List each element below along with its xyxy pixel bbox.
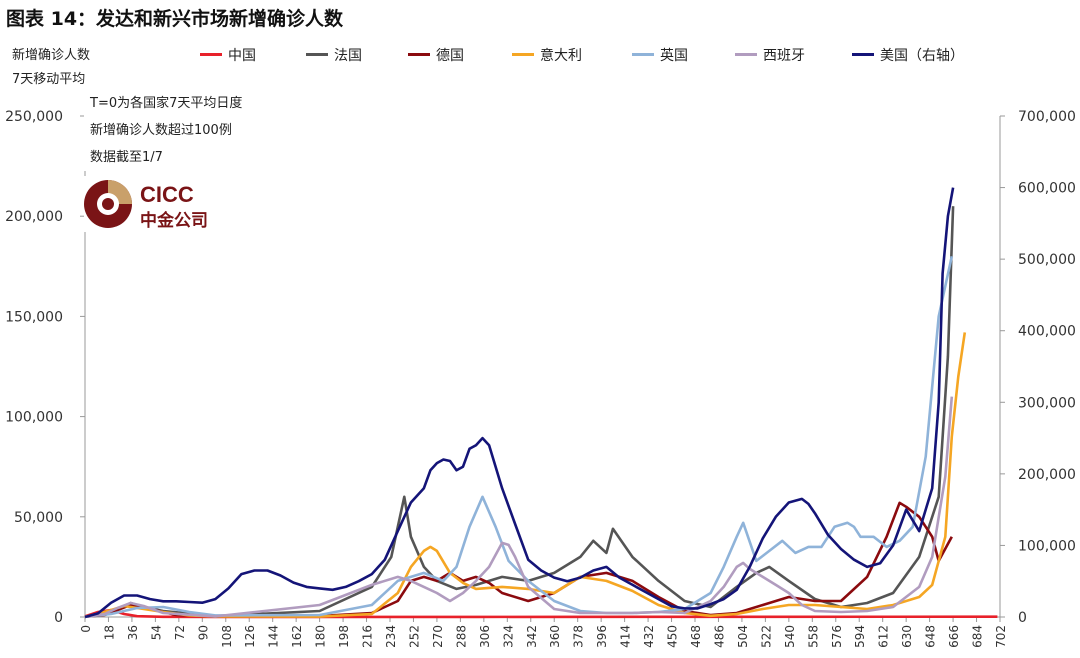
series-line-spain [84, 396, 954, 619]
x-tick-label: 612 [877, 625, 891, 648]
left-axis-label-1: 新增确诊人数 [12, 48, 91, 63]
y-tick-label-left: 250,000 [5, 109, 63, 125]
x-tick-label: 432 [642, 625, 656, 648]
legend: 中国 法国 德国 意大利 英国 西班牙 美国（右轴） [200, 44, 1000, 66]
y-tick-label-right: 300,000 [1018, 395, 1076, 411]
series-line-usa [84, 187, 955, 619]
x-tick-label: 540 [783, 625, 797, 648]
legend-label-france: 法国 [334, 48, 362, 64]
y-tick-label-right: 400,000 [1018, 324, 1076, 340]
x-tick-label: 72 [173, 625, 187, 640]
x-tick-label: 486 [712, 625, 726, 648]
x-tick-label: 414 [619, 625, 633, 648]
x-tick-label: 594 [853, 625, 867, 648]
chart-title: 图表 14：发达和新兴市场新增确诊人数 [6, 8, 344, 30]
cicc-logo-text-cn: 中金公司 [140, 210, 208, 231]
y-tick-label-right: 700,000 [1018, 109, 1076, 125]
x-tick-label: 54 [149, 625, 163, 640]
x-tick-label: 18 [102, 625, 116, 640]
legend-label-usa: 美国（右轴） [880, 48, 964, 64]
annotation-line-3: 数据截至1/7 [90, 150, 163, 165]
left-axis-label-2: 7天移动平均 [12, 72, 86, 87]
y-tick-label-left: 150,000 [5, 309, 63, 325]
y-tick-label-right: 200,000 [1018, 467, 1076, 483]
x-tick-label: 378 [572, 625, 586, 648]
series-line-france [84, 206, 955, 619]
y-tick-label-right: 100,000 [1018, 538, 1076, 554]
legend-label-italy: 意大利 [540, 48, 582, 64]
cicc-logo-text-en: CICC [140, 182, 194, 207]
x-tick-label: 702 [994, 625, 1008, 648]
annotation-box: T=0为各国家7天平均日度 新增确诊人数超过100例 数据截至1/7 [84, 90, 249, 171]
series-line-italy [84, 332, 967, 619]
cicc-logo: CICC 中金公司 [84, 176, 224, 232]
x-tick-label: 324 [501, 625, 515, 648]
x-tick-label: 684 [971, 625, 985, 648]
x-tick-label: 198 [337, 625, 351, 648]
x-tick-label: 270 [431, 625, 445, 648]
legend-swatch-france [306, 53, 328, 56]
legend-swatch-usa [852, 53, 874, 56]
x-tick-label: 180 [314, 625, 328, 648]
x-tick-label: 666 [947, 625, 961, 648]
x-tick-label: 504 [736, 625, 750, 648]
y-tick-label-left: 0 [54, 610, 63, 626]
x-tick-label: 522 [759, 625, 773, 648]
y-tick-label-left: 100,000 [5, 410, 63, 426]
x-tick-label: 144 [267, 625, 281, 648]
y-tick-label-right: 500,000 [1018, 252, 1076, 268]
x-tick-label: 234 [384, 625, 398, 648]
y-tick-label-left: 200,000 [5, 209, 63, 225]
x-tick-label: 342 [525, 625, 539, 648]
x-tick-label: 162 [290, 625, 304, 648]
x-tick-label: 216 [361, 625, 375, 648]
y-tick-label-left: 50,000 [14, 510, 63, 526]
x-tick-label: 306 [478, 625, 492, 648]
legend-label-spain: 西班牙 [763, 48, 805, 64]
x-tick-label: 450 [666, 625, 680, 648]
x-tick-label: 0 [79, 625, 93, 633]
x-tick-label: 648 [924, 625, 938, 648]
legend-label-uk: 英国 [660, 48, 688, 64]
x-tick-label: 36 [126, 625, 140, 640]
cicc-logo-mark: CICC 中金公司 [84, 180, 208, 231]
x-tick-label: 288 [454, 625, 468, 648]
x-tick-label: 630 [900, 625, 914, 648]
x-tick-label: 360 [548, 625, 562, 648]
y-tick-label-right: 600,000 [1018, 181, 1076, 197]
x-tick-label: 576 [830, 625, 844, 648]
annotation-line-2: 新增确诊人数超过100例 [90, 123, 232, 138]
legend-label-germany: 德国 [436, 48, 464, 64]
y-tick-label-right: 0 [1018, 610, 1027, 626]
legend-label-china: 中国 [228, 48, 256, 64]
legend-swatch-germany [408, 53, 430, 56]
x-tick-label: 396 [595, 625, 609, 648]
series-line-uk [84, 256, 954, 619]
x-tick-label: 252 [407, 625, 421, 648]
legend-swatch-uk [632, 53, 654, 56]
x-tick-label: 90 [196, 625, 210, 640]
legend-swatch-spain [735, 53, 757, 56]
legend-swatch-china [200, 53, 222, 56]
x-tick-label: 126 [243, 625, 257, 648]
x-tick-label: 468 [689, 625, 703, 648]
annotation-line-1: T=0为各国家7天平均日度 [90, 96, 243, 111]
legend-swatch-italy [512, 53, 534, 56]
x-tick-label: 558 [806, 625, 820, 648]
x-tick-label: 108 [220, 625, 234, 648]
